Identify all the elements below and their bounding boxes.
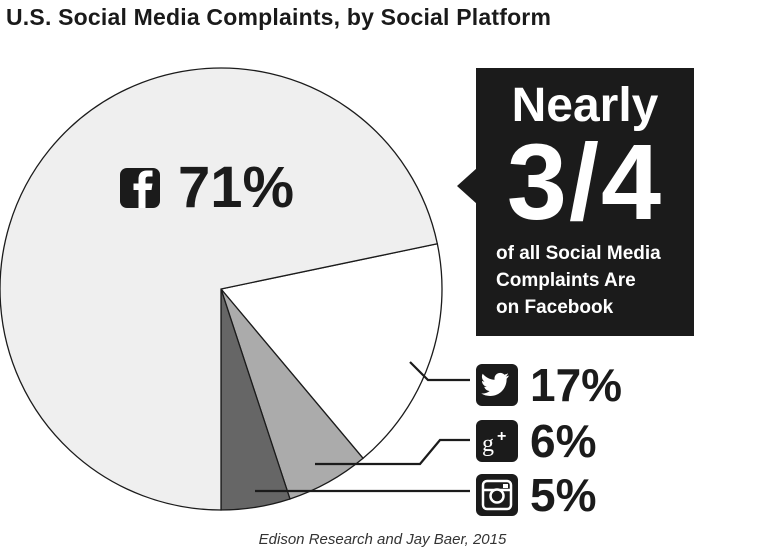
instagram-percent-label: 5% [530, 469, 596, 521]
googleplus-label-group: g + 6% [476, 415, 596, 467]
facebook-label-group: 71% [120, 155, 294, 220]
pie-slices [0, 67, 443, 511]
svg-text:g: g [482, 431, 494, 457]
callout-body-line: Complaints Are [496, 270, 636, 291]
facebook-percent-label: 71% [178, 155, 294, 220]
callout-body-line: on Facebook [496, 297, 614, 318]
instagram-label-group: 5% [476, 469, 596, 521]
twitter-label-group: 17% [476, 359, 622, 411]
pie-slice-facebook [0, 67, 439, 511]
leader-line-googleplus [315, 438, 470, 466]
twitter-percent-label: 17% [530, 359, 622, 411]
callout-body-text: of all Social Media Complaints Are on Fa… [496, 240, 686, 321]
leader-lines [255, 361, 470, 493]
instagram-icon [476, 474, 518, 516]
leader-line-twitter [409, 361, 470, 382]
callout-nearly-text: Nearly [511, 79, 659, 132]
googleplus-percent-label: 6% [530, 415, 596, 467]
callout-pointer [457, 168, 477, 204]
facebook-icon [120, 168, 160, 208]
callout-body-line: of all Social Media [496, 243, 661, 264]
chart-title: U.S. Social Media Complaints, by Social … [6, 4, 552, 30]
twitter-icon [476, 364, 518, 406]
source-credit: Edison Research and Jay Baer, 2015 [258, 531, 507, 548]
svg-text:+: + [497, 428, 506, 445]
google-plus-icon: g + [476, 420, 518, 462]
callout-box: Nearly 3/4 of all Social Media Complaint… [476, 68, 694, 336]
pie-slice-twitter [219, 242, 443, 460]
callout-fraction-text: 3/4 [506, 121, 664, 242]
